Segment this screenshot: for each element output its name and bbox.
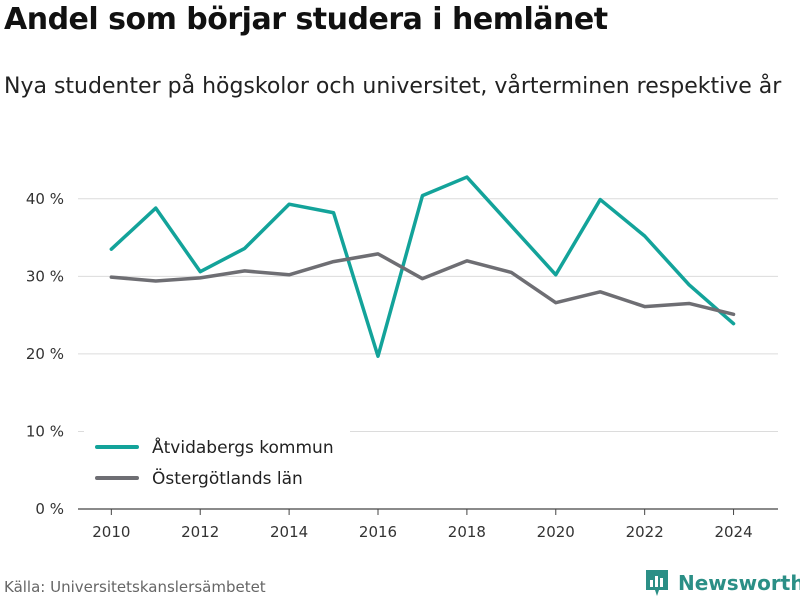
- source-note: Källa: Universitetskanslersämbetet: [4, 578, 266, 596]
- newsworthy-icon: [646, 570, 668, 596]
- x-tick-label: 2012: [181, 523, 219, 541]
- x-tick-label: 2020: [537, 523, 575, 541]
- x-tick-label: 2014: [270, 523, 308, 541]
- x-tick-label: 2010: [92, 523, 130, 541]
- legend-label: Östergötlands län: [152, 467, 303, 489]
- axis: 0 % 10 % 20 % 30 % 40 % 2010 2012 2014 2016 2018 2…: [26, 190, 753, 541]
- x-tick-label: 2024: [714, 523, 752, 541]
- y-tick-label: 20 %: [26, 345, 64, 363]
- series-line-2: [109, 252, 736, 317]
- brand-logo: Newsworthy: [644, 568, 800, 598]
- y-tick-label: 10 %: [26, 422, 64, 440]
- chart-title: Andel som börjar studera i hemlänet: [4, 2, 608, 37]
- legend-background: [84, 428, 350, 494]
- legend-label: Åtvidabergs kommun: [152, 436, 334, 458]
- brand-name: Newsworthy: [678, 571, 800, 595]
- y-tick-label: 30 %: [26, 267, 64, 285]
- chart-subtitle: Nya studenter på högskolor och universit…: [4, 74, 782, 99]
- series-line-1: [109, 175, 736, 358]
- x-tick-label: 2022: [626, 523, 664, 541]
- x-tick-label: 2016: [359, 523, 397, 541]
- legend: Åtvidabergs kommun Östergötlands län: [84, 428, 350, 494]
- y-tick-label: 0 %: [35, 500, 64, 518]
- y-tick-label: 40 %: [26, 190, 64, 208]
- x-tick-label: 2018: [448, 523, 486, 541]
- series-lines: [109, 175, 736, 358]
- grid-lines: [78, 198, 778, 510]
